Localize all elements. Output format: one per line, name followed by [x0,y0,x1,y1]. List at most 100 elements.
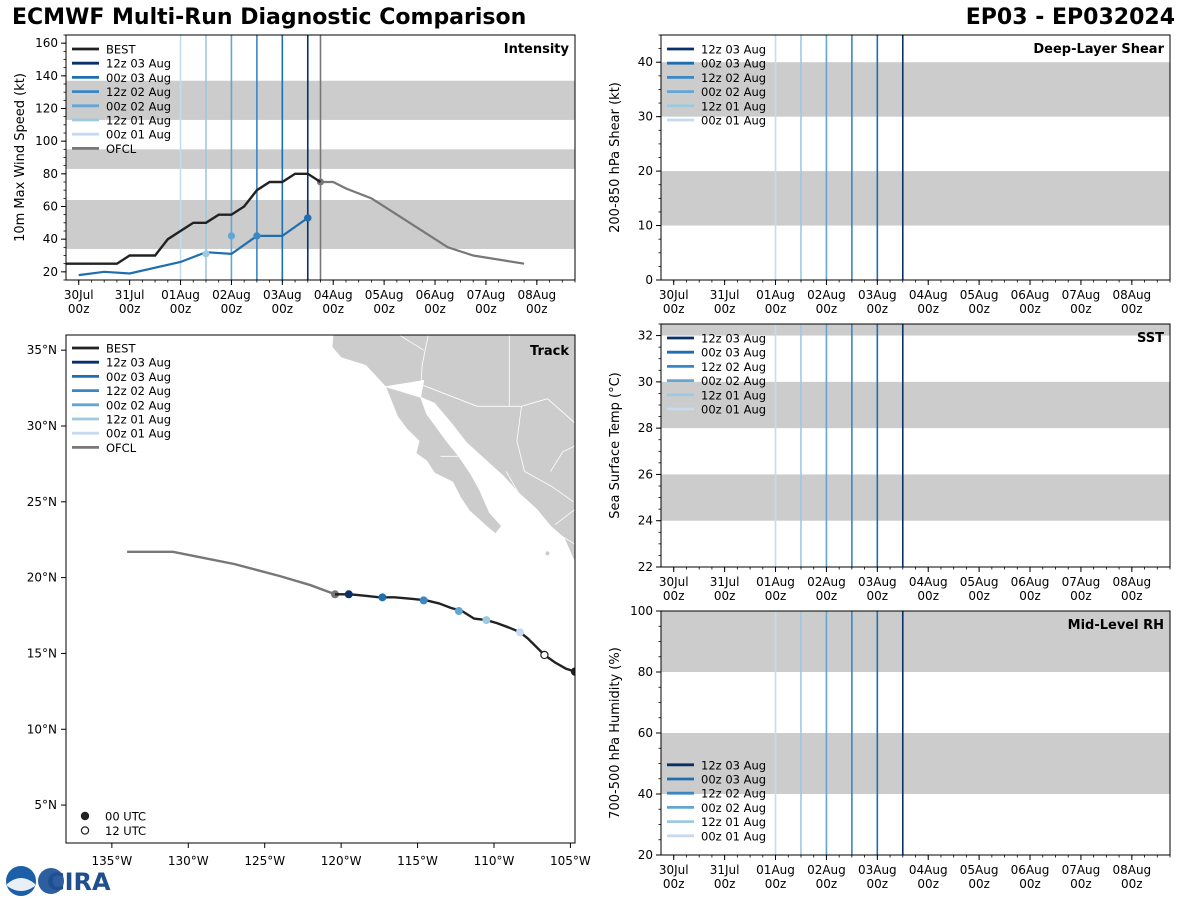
x-tick-label: 05Aug [960,288,999,302]
x-tick-label: 105°W [550,854,591,868]
legend-label: 00z 02 Aug [106,398,171,412]
x-tick-label: 08Aug [1112,288,1151,302]
legend-label: 00z 01 Aug [701,114,766,128]
x-tick-label: 04Aug [909,288,948,302]
panel-title: Mid-Level RH [1068,618,1164,633]
legend-label: 12z 03 Aug [701,332,766,346]
y-tick-label: 35°N [27,343,57,357]
rh-panel: 20 40 60 80 100 700-500 hPa Humidity (%) 30Jul… [608,604,1171,891]
x-tick-hour-label: 00z [322,302,344,316]
threshold-band [661,381,1170,429]
x-tick-hour-label: 00z [917,302,939,316]
ofcl-series-line [320,180,525,265]
x-tick-hour-label: 00z [663,877,685,891]
x-tick-hour-label: 00z [1070,589,1092,603]
legend-label: 00z 03 Aug [701,773,766,787]
x-tick-hour-label: 00z [1121,877,1143,891]
x-tick-label: 06Aug [1011,575,1050,589]
x-tick-label: 04Aug [909,575,948,589]
x-tick-hour-label: 00z [714,589,736,603]
y-tick-label: 140 [35,69,58,83]
legend-label: 12z 03 Aug [106,356,171,370]
run-track-point [454,606,463,615]
threshold-band [661,324,1170,336]
y-tick-label: 20 [638,164,653,178]
run-init-point [227,232,236,240]
y-axis-label: 700-500 hPa Humidity (%) [608,647,623,819]
run-track-point [419,596,428,605]
legend-label: 00z 01 Aug [701,403,766,417]
y-tick-label: 32 [638,329,653,343]
intensity-panel: 20 40 60 80 100 120 140 160 10m Max Wind Speed (… [13,34,576,316]
best-series-line [66,172,322,265]
x-tick-label: 02Aug [212,288,251,302]
y-tick-label: 22 [638,560,653,574]
x-tick-hour-label: 00z [968,302,990,316]
run-track-point [344,590,353,599]
run-init-point [253,232,261,240]
y-tick-label: 28 [638,421,653,435]
x-tick-hour-label: 00z [917,877,939,891]
x-tick-label: 31Jul [710,575,740,589]
x-tick-label: 06Aug [1011,288,1050,302]
x-tick-hour-label: 00z [1070,877,1092,891]
ofcl-track-line [127,550,336,596]
x-tick-hour-label: 00z [1121,589,1143,603]
y-tick-label: 80 [43,167,58,181]
x-tick-label: 30Jul [659,575,689,589]
x-tick-hour-label: 00z [475,302,497,316]
run-track-point [515,628,524,637]
x-tick-label: 06Aug [416,288,455,302]
y-tick-label: 25°N [27,495,57,509]
x-tick-hour-label: 00z [1121,302,1143,316]
x-tick-label: 31Jul [710,863,740,877]
legend-label: 00z 01 Aug [106,427,171,441]
threshold-band [661,474,1170,521]
plot-area [66,35,575,280]
y-tick-label: 15°N [27,646,57,660]
y-tick-label: 20 [43,265,58,279]
x-tick-label: 30Jul [659,863,689,877]
legend-label: 00z 03 Aug [701,57,766,71]
legend-label: 12z 03 Aug [106,57,171,71]
x-tick-hour-label: 00z [816,302,838,316]
legend-label: 00z 01 Aug [701,829,766,843]
legend-label: 12z 01 Aug [106,114,171,128]
x-tick-label: 115°W [397,854,438,868]
y-tick-label: 80 [638,665,653,679]
x-tick-hour-label: 00z [816,877,838,891]
legend-label: OFCL [106,441,137,455]
x-tick-label: 05Aug [960,575,999,589]
x-tick-hour-label: 00z [1019,302,1041,316]
legend-marker [80,811,90,821]
y-tick-label: 26 [638,467,653,481]
legend-label: 12z 02 Aug [701,360,766,374]
x-tick-hour-label: 00z [663,589,685,603]
threshold-band [661,733,1170,794]
x-tick-hour-label: 00z [170,302,192,316]
plot-area [661,35,1170,280]
x-tick-hour-label: 00z [867,877,889,891]
x-tick-hour-label: 00z [968,589,990,603]
run-init-point [304,214,312,222]
x-tick-hour-label: 00z [68,302,90,316]
state-border [562,536,575,545]
x-tick-label: 30Jul [659,288,689,302]
x-tick-label: 135°W [91,854,132,868]
legend-label: 00z 03 Aug [106,370,171,384]
panel-title: Deep-Layer Shear [1033,42,1164,57]
x-tick-hour-label: 00z [119,302,141,316]
best-track-marker [570,667,575,676]
state-border [550,445,575,472]
x-tick-hour-label: 00z [816,589,838,603]
x-tick-label: 03Aug [858,288,897,302]
x-tick-hour-label: 00z [917,589,939,603]
x-tick-label: 02Aug [807,863,846,877]
state-border [398,335,424,351]
axes-frame [65,334,576,844]
legend-label: 00z 03 Aug [701,346,766,360]
legend-label: 12z 02 Aug [701,787,766,801]
